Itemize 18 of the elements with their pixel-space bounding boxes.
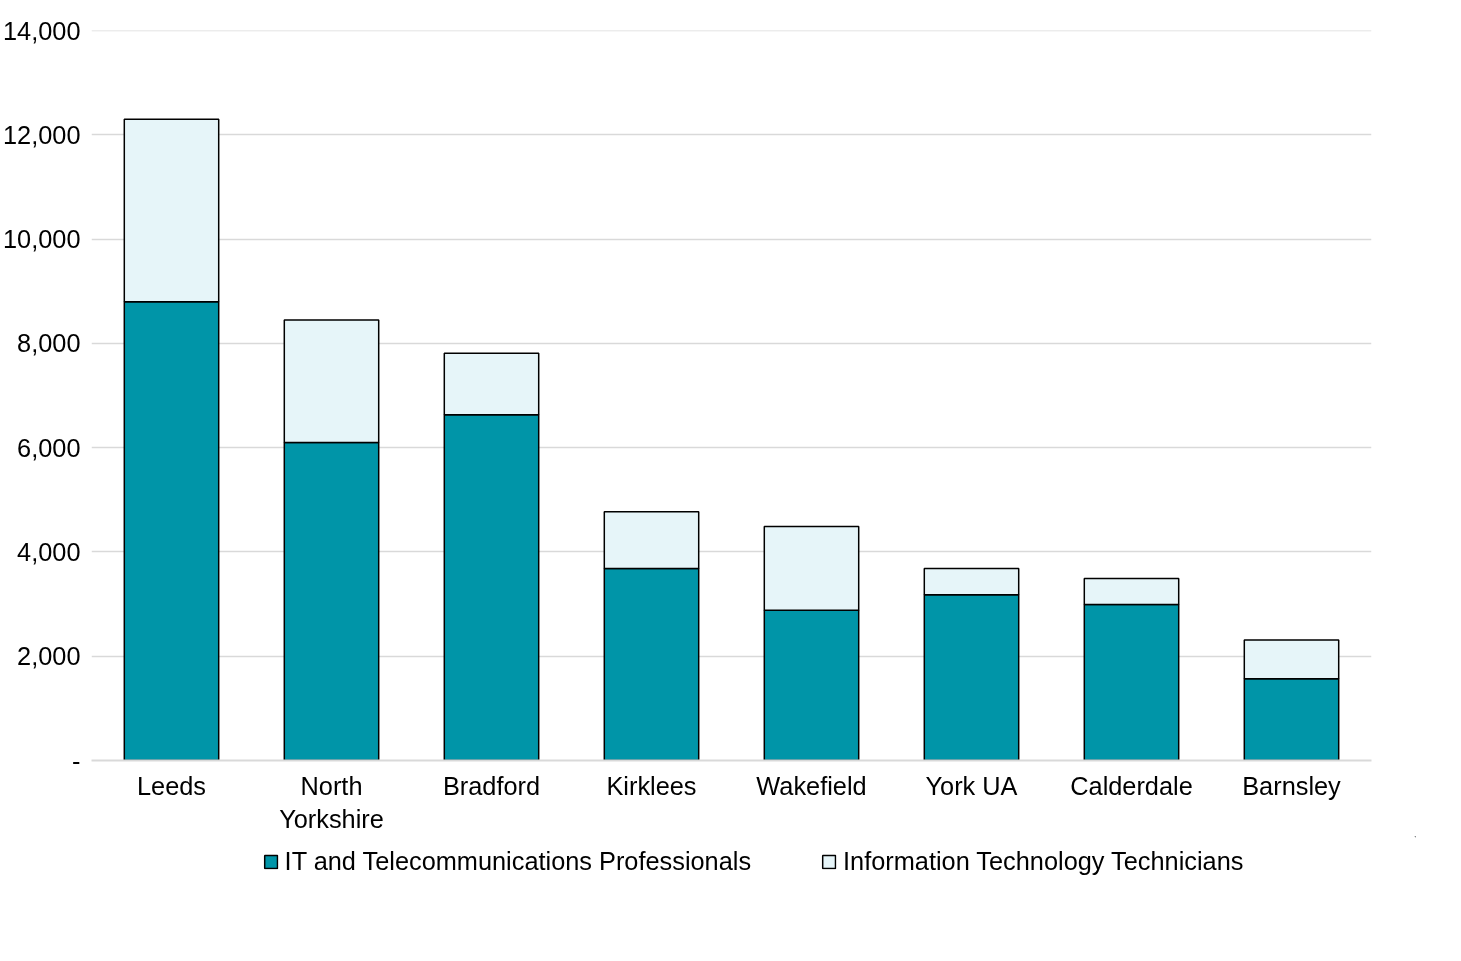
x-tick-label: Kirklees: [606, 771, 697, 800]
y-tick-label: 8,000: [17, 329, 81, 358]
x-tick-label: Wakefield: [756, 771, 867, 800]
legend-label: IT and Telecommunications Professionals: [284, 846, 752, 876]
y-tick-label: 2,000: [17, 642, 81, 671]
y-tick-label: -: [72, 746, 81, 775]
x-tick-label: Bradford: [442, 771, 541, 800]
x-tick-label: North Yorkshire: [279, 771, 384, 834]
y-tick-label: 6,000: [17, 433, 81, 462]
x-tick-label: York UA: [925, 771, 1018, 800]
x-tick-label: Barnsley: [1242, 771, 1342, 800]
y-tick-label: 4,000: [17, 537, 81, 566]
y-tick-label: 10,000: [3, 225, 81, 254]
x-tick-label: Calderdale: [1070, 771, 1193, 800]
legend-label: Information Technology Technicians: [843, 846, 1244, 876]
y-tick-label: 14,000: [3, 16, 81, 45]
x-tick-label: Leeds: [137, 771, 207, 800]
y-tick-label: 12,000: [3, 120, 81, 149]
